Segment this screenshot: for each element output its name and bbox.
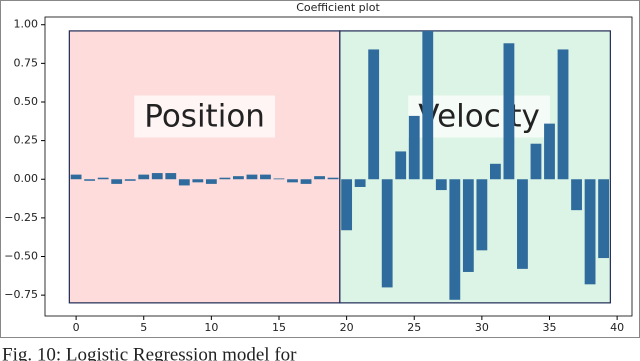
bar [571,179,582,211]
bar [544,123,555,180]
y-tick-label: 0.00 [14,172,39,185]
region-label-box [134,95,275,138]
x-tick-label: 5 [140,321,147,334]
y-tick-label: 0.50 [14,95,39,108]
y-tick-label: −0.75 [4,288,38,301]
y-tick-label: −0.50 [4,250,38,263]
caption: Fig. 10: Logistic Regression model for [2,344,297,361]
bar [273,178,285,180]
bar [476,179,488,251]
x-tick-label: 35 [542,321,556,334]
bar [178,179,190,186]
region-label: Position [144,99,265,135]
bar [395,151,407,180]
bar [327,177,339,180]
bar [584,179,596,285]
bar [422,30,434,180]
bar [97,177,109,180]
bar [111,179,123,184]
bar [84,179,96,181]
x-tick-label: 20 [340,321,354,334]
bar [489,163,501,180]
x-tick-label: 25 [407,321,421,334]
x-tick-label: 10 [204,321,218,334]
plot-frame [44,16,633,317]
y-tick-label: 1.00 [14,18,39,31]
bar [138,174,150,180]
y-tick-label: 0.25 [14,134,39,147]
bar [233,176,244,180]
bar [408,115,420,180]
bar [462,179,474,272]
bar [354,179,366,187]
bar [260,174,271,180]
bar [557,49,569,180]
chart-title: Coefficient plot [296,1,380,14]
region-label: Velocity [418,99,540,135]
bar [287,179,298,183]
x-tick-label: 30 [475,321,489,334]
bar [341,179,353,231]
x-tick-label: 15 [272,321,286,334]
bar [300,179,312,184]
bar [530,143,542,180]
y-tick-label: −0.25 [4,211,38,224]
bar [219,177,231,180]
bar [598,179,610,259]
bar [517,179,528,269]
x-tick-label: 40 [610,321,624,334]
bar [192,179,204,183]
bar [503,43,515,180]
region [68,30,341,304]
bar [70,174,82,180]
bar [151,173,163,180]
bar [205,179,217,184]
bar [124,179,136,181]
bar [435,179,447,191]
y-tick-label: 0.75 [14,56,39,69]
bar [246,174,258,180]
x-tick-label: 0 [73,321,80,334]
bar [314,176,325,180]
bar [381,179,393,288]
region [339,30,611,304]
bar [368,49,380,180]
bar [449,179,461,300]
bar [165,173,177,180]
